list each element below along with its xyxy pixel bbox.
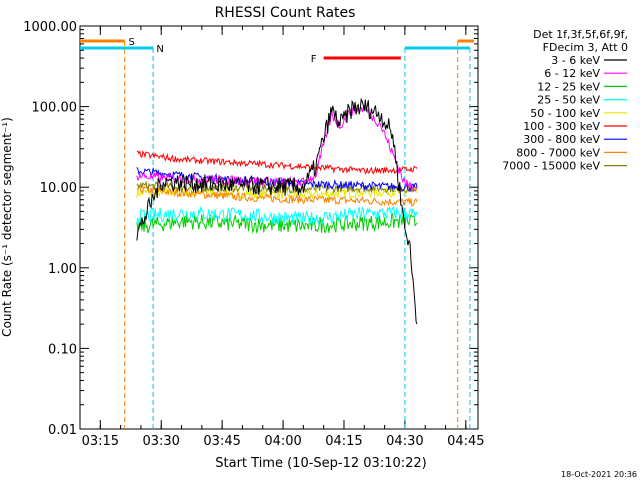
legend-label: 7000 - 15000 keV (502, 160, 600, 173)
legend-label: 12 - 25 keV (537, 80, 600, 93)
x-tick-label: 04:00 (264, 434, 301, 449)
legend-label: 800 - 7000 keV (516, 146, 600, 159)
y-tick-label: 0.01 (48, 423, 77, 438)
legend-label: 6 - 12 keV (544, 67, 600, 80)
legend-label: 50 - 100 keV (530, 107, 600, 120)
x-axis-label: Start Time (10-Sep-12 03:10:22) (215, 456, 426, 471)
series-line (136, 97, 418, 325)
x-tick-label: 04:45 (447, 434, 484, 449)
legend-label: 300 - 800 keV (523, 133, 600, 146)
legend-label: 100 - 300 keV (523, 120, 600, 133)
timestamp: 18-Oct-2021 20:36 (561, 470, 637, 479)
legend-header-line-1: Det 1f,3f,5f,6f,9f, (533, 28, 628, 41)
plot-frame (79, 25, 479, 430)
series-line (136, 205, 418, 227)
x-tick-label: 03:15 (82, 434, 119, 449)
y-tick-label: 100.00 (32, 101, 78, 116)
legend-label: 25 - 50 keV (537, 94, 600, 107)
plot-layer: 0.01 0.10 1.00 10.00 100.00 1000.00 03:15 03:30… (23, 20, 627, 449)
flag-s-label: S (128, 37, 134, 48)
legend-header-line-2: FDecim 3, Att 0 (543, 41, 628, 54)
y-tick-label: 0.10 (48, 342, 77, 357)
series-line (136, 213, 418, 234)
x-tick-label: 04:30 (386, 434, 423, 449)
series-line (136, 150, 418, 175)
y-axis-label: Count Rate (s⁻¹ detector segment⁻¹) (0, 117, 14, 337)
flag-f-label: F (311, 54, 317, 65)
legend-label: 3 - 6 keV (551, 54, 600, 67)
series-line (136, 105, 418, 192)
y-tick-label: 1.00 (48, 262, 77, 277)
y-tick-label: 1000.00 (23, 20, 77, 35)
y-tick-label: 10.00 (40, 181, 77, 196)
x-tick-label: 03:30 (142, 434, 179, 449)
x-tick-label: 04:15 (325, 434, 362, 449)
chart-title: RHESSI Count Rates (215, 5, 356, 21)
flag-n-label: N (156, 44, 163, 55)
x-tick-label: 03:45 (203, 434, 240, 449)
series-line (136, 184, 418, 207)
